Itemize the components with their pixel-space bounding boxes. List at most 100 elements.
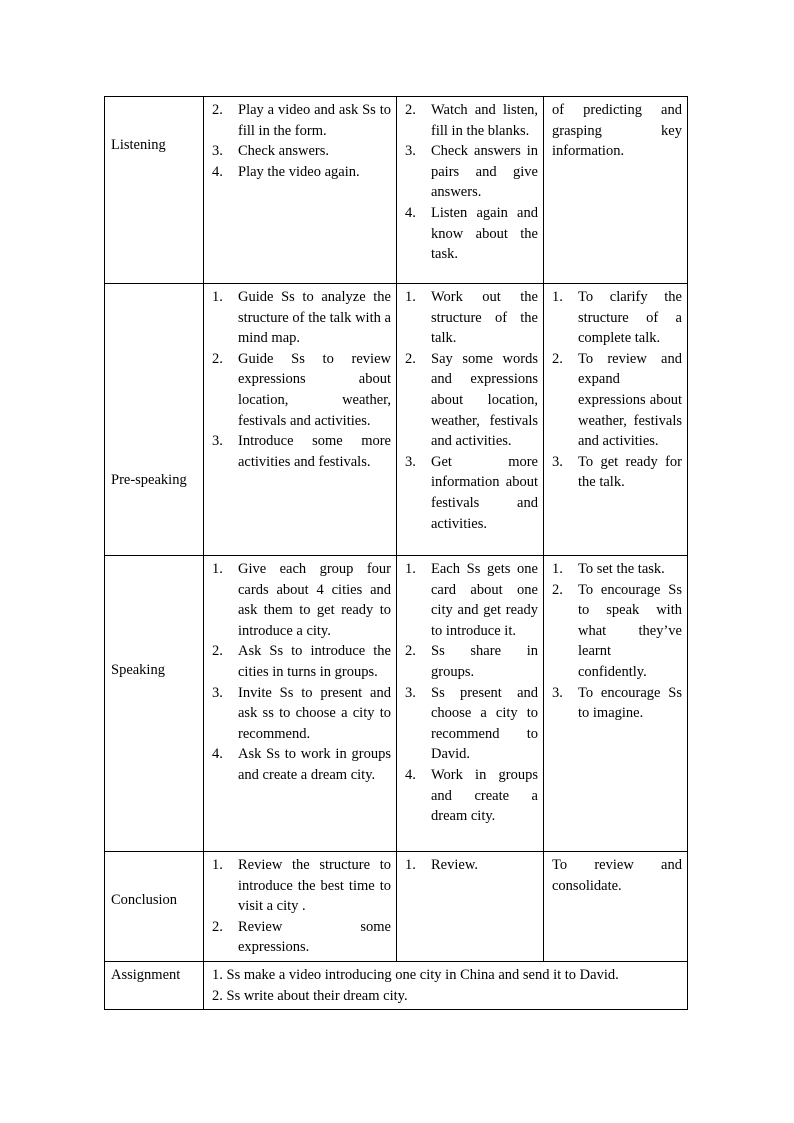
purpose-cell: of predicting and grasping key informati… [543, 96, 688, 284]
item-text: To encourage Ss to imagine. [578, 684, 682, 722]
item-number: 3. [405, 684, 416, 701]
item-number: 3. [552, 453, 563, 470]
student-activities-cell: 1. Review. [396, 851, 544, 962]
item-text: Work in groups and create a dream city. [431, 766, 538, 825]
item-text: Check answers in pairs and give answers. [431, 143, 538, 201]
item-number: 2. [405, 350, 416, 367]
stage-cell-pre-speaking: Pre-speaking [104, 283, 204, 556]
activity-item: 3. Check answers in pairs and give answe… [405, 141, 538, 203]
teacher-activities-cell: 1. Review the structure to introduce the… [203, 851, 397, 962]
teacher-activities-cell: 1. Guide Ss to analyze the structure of … [203, 283, 397, 556]
item-number: 2. [405, 102, 416, 118]
item-number: 1. [212, 561, 223, 577]
item-text: Work out the structure of the talk. [431, 289, 538, 347]
item-number: 3. [212, 143, 223, 160]
item-text: To set the task. [578, 561, 665, 577]
purpose-item: 3. To encourage Ss to imagine. [552, 683, 682, 724]
activity-item: 3. Check answers. [212, 141, 391, 162]
activity-item: 4. Play the video again. [212, 162, 391, 183]
activity-item: 3. Invite Ss to present and ask ss to ch… [212, 683, 391, 745]
item-number: 2. [212, 643, 223, 660]
item-number: 1. [405, 561, 416, 577]
item-text: Play a video and ask Ss to fill in the f… [238, 102, 391, 139]
item-number: 3. [405, 453, 416, 470]
purpose-cell: 1. To clarify the structure of a complet… [543, 283, 688, 556]
item-text: Check answers. [238, 143, 330, 160]
stage-label: Listening [111, 137, 166, 153]
item-number: 1. [212, 857, 223, 873]
teacher-activities-cell: 1. Give each group four cards about 4 ci… [203, 555, 397, 852]
student-activities-cell: 2. Watch and listen, fill in the blanks.… [396, 96, 544, 284]
assignment-line: 2. Ss write about their dream city. [212, 987, 408, 1004]
item-text: Get more information about festivals and… [431, 453, 538, 532]
activity-item: 4. Work in groups and create a dream cit… [405, 765, 538, 827]
item-text: Listen again and know about the task. [431, 204, 538, 263]
activity-item: 2. Guide Ss to review expressions about … [212, 349, 391, 431]
stage-cell-listening: Listening [104, 96, 204, 284]
item-text: Each Ss gets one card about one city and… [431, 561, 538, 639]
item-number: 1. [405, 289, 416, 305]
purpose-item: 2. To review and expand expressions abou… [552, 349, 682, 452]
item-text: To clarify the structure of a complete t… [578, 289, 682, 347]
item-text: Guide Ss to analyze the structure of the… [238, 289, 391, 347]
item-number: 3. [552, 684, 563, 701]
purpose-item: 3. To get ready for the talk. [552, 452, 682, 493]
item-number: 4. [405, 204, 416, 221]
item-number: 3. [212, 433, 223, 450]
student-activities-cell: 1. Each Ss gets one card about one city … [396, 555, 544, 852]
table-row-speaking: Speaking 1. Give each group four cards a… [104, 555, 688, 852]
item-text: Say some words and expressions about loc… [431, 350, 538, 450]
item-text: Invite Ss to present and ask ss to choos… [238, 684, 391, 742]
activity-item: 1. Review. [405, 855, 538, 876]
activity-item: 2. Watch and listen, fill in the blanks. [405, 100, 538, 141]
activity-item: 2. Ss share in groups. [405, 641, 538, 682]
stage-cell-speaking: Speaking [104, 555, 204, 852]
table-row-assignment: Assignment 1. Ss make a video introducin… [104, 960, 688, 1011]
activity-item: 4. Ask Ss to work in groups and create a… [212, 744, 391, 785]
activity-item: 2. Say some words and expressions about … [405, 349, 538, 452]
activity-item: 1. Work out the structure of the talk. [405, 287, 538, 349]
teacher-activities-cell: 2. Play a video and ask Ss to fill in th… [203, 96, 397, 284]
item-text: Introduce some more activities and festi… [238, 433, 391, 470]
assignment-line: 1. Ss make a video introducing one city … [212, 966, 619, 983]
item-number: 4. [405, 766, 416, 783]
table-row-listening: Listening 2. Play a video and ask Ss to … [104, 96, 688, 284]
lesson-plan-table: Listening 2. Play a video and ask Ss to … [104, 96, 688, 1011]
item-text: Review. [431, 857, 478, 873]
item-number: 1. [552, 561, 563, 577]
item-number: 1. [552, 289, 563, 305]
stage-label: Pre-speaking [111, 472, 187, 488]
item-text: Review some expressions. [238, 918, 391, 956]
item-number: 2. [405, 643, 416, 660]
item-text: Review the structure to introduce the be… [238, 857, 391, 915]
activity-item: 1. Review the structure to introduce the… [212, 855, 391, 917]
stage-label: Conclusion [111, 892, 178, 908]
item-text: Play the video again. [238, 163, 360, 180]
item-text: Ask Ss to work in groups and create a dr… [238, 746, 391, 783]
activity-item: 1. Give each group four cards about 4 ci… [212, 559, 391, 641]
item-number: 2. [552, 581, 563, 598]
stage-cell-assignment: Assignment [104, 960, 204, 1011]
purpose-item: 2. To encourage Ss to speak with what th… [552, 580, 682, 683]
item-text: Give each group four cards about 4 citie… [238, 561, 391, 639]
item-text: Ask Ss to introduce the cities in turns … [238, 643, 391, 680]
item-number: 2. [212, 350, 223, 367]
item-text: To encourage Ss to speak with what they’… [578, 581, 682, 680]
item-text: To get ready for the talk. [578, 453, 682, 491]
activity-item: 3. Ss present and choose a city to recom… [405, 683, 538, 765]
item-number: 3. [212, 684, 223, 701]
student-activities-cell: 1. Work out the structure of the talk. 2… [396, 283, 544, 556]
purpose-item: 1. To set the task. [552, 559, 682, 580]
assignment-cell: 1. Ss make a video introducing one city … [203, 960, 688, 1011]
item-number: 2. [212, 918, 223, 935]
item-number: 1. [212, 289, 223, 305]
activity-item: 1. Guide Ss to analyze the structure of … [212, 287, 391, 349]
purpose-text: To review and consolidate. [552, 857, 682, 894]
item-text: Watch and listen, fill in the blanks. [431, 102, 538, 139]
activity-item: 2. Ask Ss to introduce the cities in tur… [212, 641, 391, 682]
item-number: 1. [405, 857, 416, 873]
item-text: Ss present and choose a city to recommen… [431, 684, 538, 763]
stage-label: Speaking [111, 662, 165, 678]
table-row-conclusion: Conclusion 1. Review the structure to in… [104, 851, 688, 962]
